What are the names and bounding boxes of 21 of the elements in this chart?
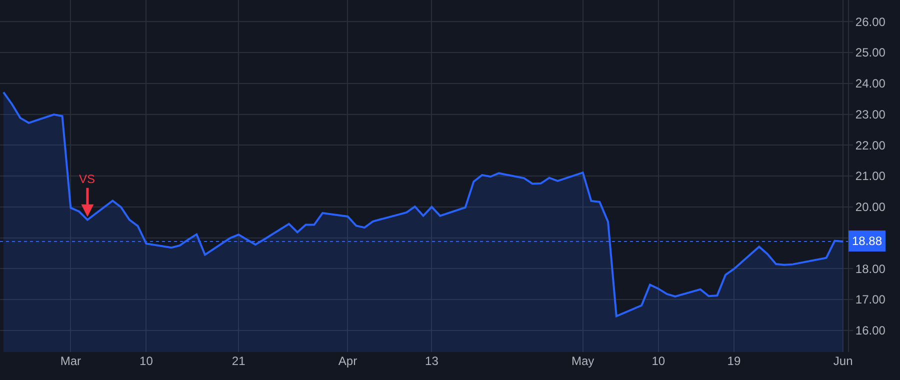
ref-line-label: 18.88: [852, 234, 882, 248]
x-tick-label: Mar: [60, 354, 82, 368]
x-tick-label: 13: [425, 354, 439, 368]
y-tick-label: 21.00: [855, 169, 886, 184]
y-tick-label: 17.00: [855, 292, 886, 307]
x-tick-label: 21: [232, 354, 246, 368]
y-tick-label: 18.00: [855, 262, 886, 276]
x-tick-label: Apr: [338, 354, 358, 368]
annotation: VS: [79, 172, 96, 186]
y-tick-label: 20.00: [855, 200, 886, 214]
y-tick-label: 23.00: [855, 107, 886, 122]
x-tick-label: May: [571, 354, 594, 368]
x-tick-label: Jun: [833, 354, 853, 368]
x-tick-label: 19: [727, 354, 741, 368]
y-tick-label: 24.00: [855, 76, 886, 91]
y-tick-label: 25.00: [855, 46, 886, 60]
y-tick-label: 22.00: [855, 138, 886, 152]
x-tick-label: 10: [652, 354, 666, 368]
y-tick-label: 26.00: [855, 14, 886, 29]
x-tick-label: 10: [140, 354, 154, 368]
y-tick-label: 16.00: [855, 324, 886, 338]
